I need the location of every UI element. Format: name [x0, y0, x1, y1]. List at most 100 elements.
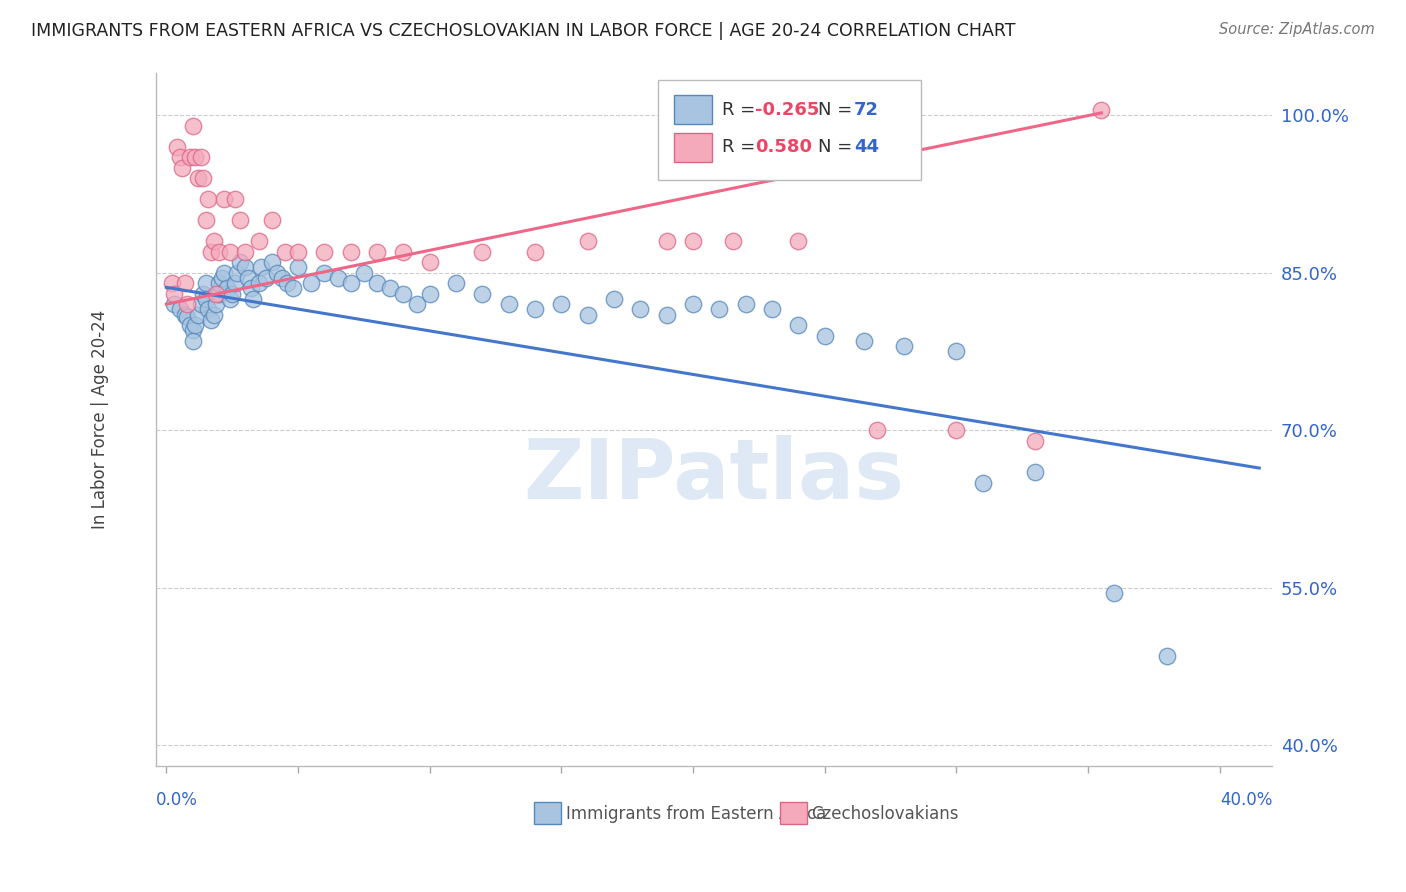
Point: [682, 297, 704, 311]
Text: N =: N =: [818, 138, 858, 156]
Point: [444, 276, 467, 290]
Point: [866, 423, 889, 437]
Point: [250, 260, 273, 275]
Point: [380, 281, 402, 295]
Point: [339, 244, 361, 259]
Point: [314, 244, 336, 259]
Point: [366, 244, 388, 259]
Point: [945, 423, 967, 437]
Point: [226, 266, 249, 280]
Point: [176, 297, 198, 311]
FancyBboxPatch shape: [658, 80, 921, 180]
Point: [173, 308, 195, 322]
Point: [299, 276, 322, 290]
Point: [208, 276, 231, 290]
Text: ZIPatlas: ZIPatlas: [523, 434, 904, 516]
Point: [709, 302, 731, 317]
Point: [287, 260, 309, 275]
Point: [193, 171, 215, 186]
Point: [353, 266, 375, 280]
Text: Source: ZipAtlas.com: Source: ZipAtlas.com: [1219, 22, 1375, 37]
Point: [276, 276, 298, 290]
Point: [205, 297, 228, 311]
Point: [893, 339, 915, 353]
Point: [471, 286, 494, 301]
Point: [229, 255, 252, 269]
Point: [181, 334, 204, 348]
Point: [254, 271, 277, 285]
Point: [194, 276, 217, 290]
Point: [179, 150, 201, 164]
Point: [524, 302, 547, 317]
Point: [202, 234, 225, 248]
Point: [274, 244, 297, 259]
Point: [419, 286, 441, 301]
Text: 40.0%: 40.0%: [1220, 790, 1272, 809]
Point: [550, 297, 572, 311]
Text: In Labor Force | Age 20-24: In Labor Force | Age 20-24: [91, 310, 110, 529]
Point: [214, 266, 236, 280]
Point: [853, 334, 876, 348]
Point: [218, 292, 240, 306]
Point: [197, 302, 219, 317]
Point: [419, 255, 441, 269]
Point: [281, 281, 304, 295]
Point: [200, 313, 222, 327]
Text: 72: 72: [853, 101, 879, 119]
Point: [221, 286, 243, 301]
Point: [224, 276, 246, 290]
Point: [181, 323, 204, 337]
Point: [392, 286, 415, 301]
Text: R =: R =: [721, 138, 761, 156]
Point: [235, 260, 257, 275]
Point: [184, 150, 207, 164]
Point: [1090, 103, 1112, 117]
Point: [655, 234, 678, 248]
Point: [576, 308, 599, 322]
Text: Immigrants from Eastern Africa: Immigrants from Eastern Africa: [565, 805, 825, 822]
Point: [169, 302, 191, 317]
Point: [628, 302, 651, 317]
Point: [187, 308, 209, 322]
Point: [214, 192, 236, 206]
Point: [247, 276, 270, 290]
Point: [193, 286, 215, 301]
Point: [247, 234, 270, 248]
FancyBboxPatch shape: [673, 133, 711, 161]
Point: [200, 244, 222, 259]
Point: [260, 213, 283, 227]
Point: [172, 161, 194, 175]
Point: [787, 318, 810, 333]
Point: [366, 276, 388, 290]
Point: [218, 244, 240, 259]
Point: [266, 266, 288, 280]
Point: [190, 150, 212, 164]
Text: 0.0%: 0.0%: [156, 790, 198, 809]
Point: [184, 318, 207, 333]
Point: [814, 328, 837, 343]
Point: [339, 276, 361, 290]
Point: [208, 244, 231, 259]
Point: [181, 119, 204, 133]
Point: [287, 244, 309, 259]
Point: [271, 271, 294, 285]
Point: [187, 171, 209, 186]
Point: [242, 292, 264, 306]
Point: [211, 271, 233, 285]
Point: [1104, 586, 1126, 600]
Point: [1024, 434, 1046, 448]
Point: [603, 292, 626, 306]
Point: [498, 297, 520, 311]
Text: 0.580: 0.580: [755, 138, 813, 156]
Text: IMMIGRANTS FROM EASTERN AFRICA VS CZECHOSLOVAKIAN IN LABOR FORCE | AGE 20-24 COR: IMMIGRANTS FROM EASTERN AFRICA VS CZECHO…: [31, 22, 1015, 40]
Point: [169, 150, 191, 164]
Point: [682, 234, 704, 248]
Point: [176, 310, 198, 324]
Point: [173, 276, 195, 290]
Text: N =: N =: [818, 101, 858, 119]
Point: [972, 475, 994, 490]
Text: R =: R =: [721, 101, 761, 119]
Point: [215, 281, 238, 295]
Point: [190, 297, 212, 311]
Point: [208, 286, 231, 301]
